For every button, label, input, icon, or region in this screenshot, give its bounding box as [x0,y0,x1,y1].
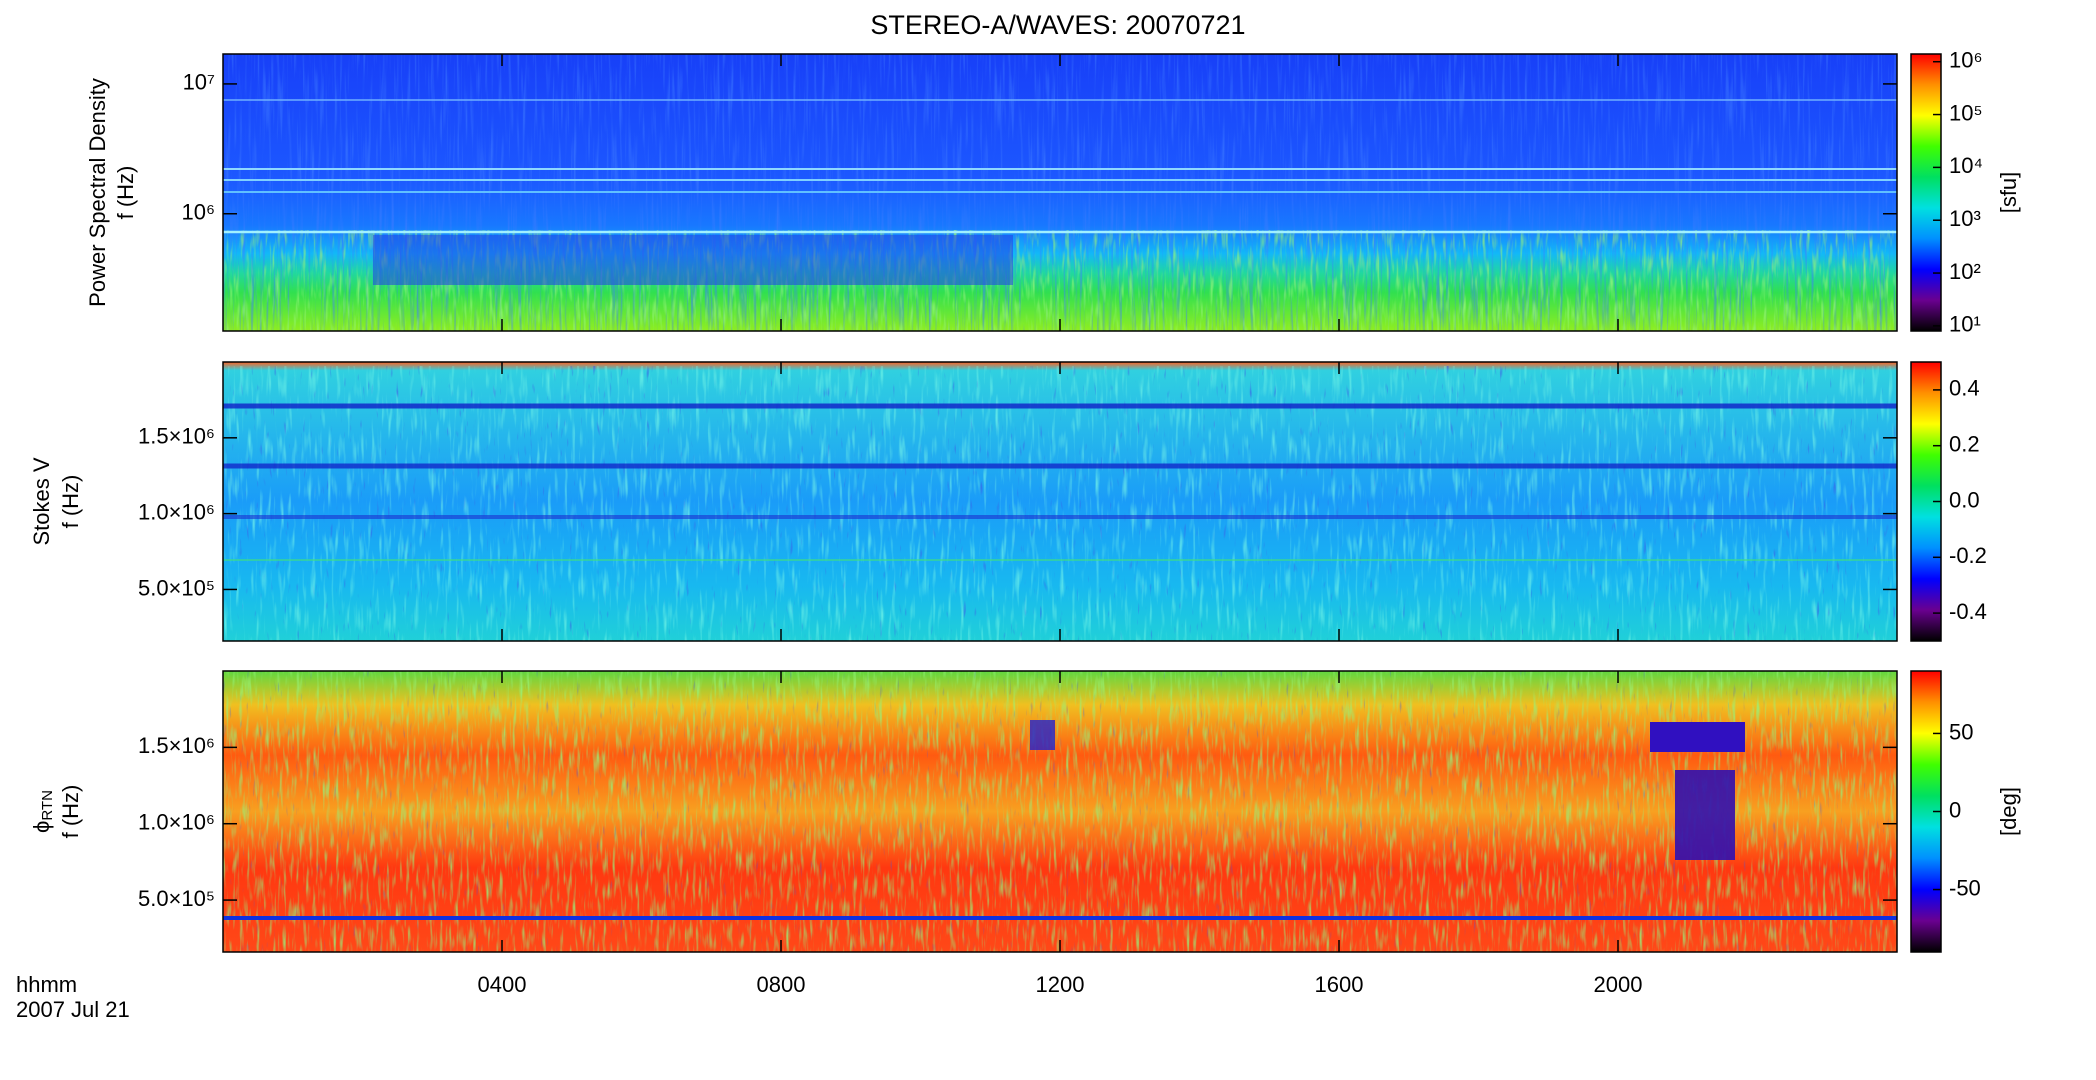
x-tick-label: 1200 [1036,972,1085,997]
x-tick-label: 0400 [478,972,527,997]
spectrogram-phi [223,671,1897,952]
y-axis-label-subscript: RTN [39,790,56,821]
colorbar-tick-label: 50 [1949,719,1973,744]
colorbar-label: [deg] [1996,787,2021,836]
spectrogram-psd [223,54,1897,331]
colorbar-tick-label: 10² [1949,259,1981,284]
y-tick-label: 1.0×10⁶ [138,810,215,835]
colorbar-tick-label: -50 [1949,875,1981,900]
y-tick-label: 10⁶ [181,200,215,225]
colorbar-tick-label: 10¹ [1949,312,1981,337]
colorbar-tick-label: 0.4 [1949,376,1980,401]
y-tick-label: 1.5×10⁶ [138,733,215,758]
y-tick-label: 1.5×10⁶ [138,424,215,449]
y-axis-label: Power Spectral Density [85,78,110,307]
figure-title: STEREO-A/WAVES: 20070721 [870,10,1245,40]
x-tick-label: 1600 [1315,972,1364,997]
y-tick-label: 10⁷ [183,70,215,95]
date-label: 2007 Jul 21 [16,997,130,1022]
y-tick-label: 5.0×10⁵ [138,575,215,600]
colorbar-tick-label: 10⁶ [1949,48,1983,73]
colorbar-tick-label: 10⁴ [1949,153,1983,178]
x-tick-label: 2000 [1594,972,1643,997]
spectrogram-stokes-v [223,362,1897,641]
colorbar-tick-label: -0.4 [1949,599,1987,624]
y-axis-label: f (Hz) [113,166,138,220]
y-tick-label: 1.0×10⁶ [138,499,215,524]
colorbar-tick-label: 0.0 [1949,487,1980,512]
colorbar-tick-label: -0.2 [1949,543,1987,568]
colorbar-tick-label: 0.2 [1949,432,1980,457]
y-axis-label: Stokes V [29,457,54,545]
y-axis-label: ϕRTN [29,790,56,833]
colorbar-tick-label: 0 [1949,797,1961,822]
colorbar-tick-label: 10³ [1949,206,1981,231]
time-label: hhmm [16,972,77,997]
y-axis-label: f (Hz) [58,785,83,839]
y-axis-label-symbol: ϕ [29,821,54,833]
colorbar-label: [sfu] [1996,172,2021,214]
colorbar-tick-label: 10⁵ [1949,100,1983,125]
x-tick-label: 0800 [757,972,806,997]
y-tick-label: 5.0×10⁵ [138,886,215,911]
colorbar [1910,53,1942,332]
y-axis-label: f (Hz) [58,475,83,529]
